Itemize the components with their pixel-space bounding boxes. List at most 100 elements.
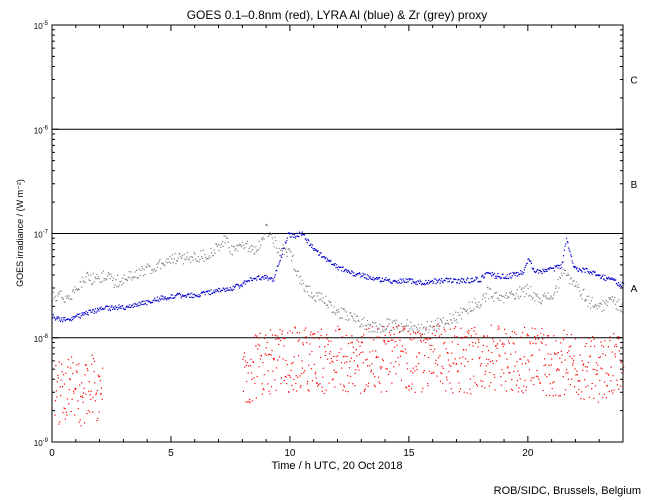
goes-point bbox=[84, 364, 86, 366]
lyra-al-point bbox=[247, 279, 249, 282]
lyra-zr-point bbox=[609, 298, 611, 300]
goes-point bbox=[484, 387, 486, 389]
lyra-al-point bbox=[333, 264, 336, 266]
lyra-zr-point bbox=[295, 270, 297, 272]
goes-point bbox=[519, 358, 521, 360]
goes-point bbox=[620, 385, 622, 387]
lyra-al-point bbox=[254, 278, 256, 280]
lyra-zr-point bbox=[237, 245, 239, 247]
goes-point bbox=[529, 341, 531, 343]
lyra-al-point bbox=[317, 250, 319, 252]
goes-point bbox=[539, 381, 541, 383]
lyra-al-point bbox=[67, 318, 69, 320]
goes-point bbox=[321, 386, 323, 388]
lyra-al-point bbox=[517, 271, 519, 273]
goes-point bbox=[287, 374, 289, 376]
lyra-zr-point bbox=[82, 276, 84, 279]
goes-point bbox=[575, 391, 578, 393]
lyra-zr-point bbox=[540, 303, 542, 305]
goes-point bbox=[266, 341, 268, 343]
goes-point bbox=[335, 356, 337, 358]
lyra-zr-point bbox=[171, 258, 173, 260]
lyra-zr-point bbox=[200, 250, 202, 252]
lyra-zr-point bbox=[221, 243, 223, 245]
lyra-zr-point bbox=[311, 297, 313, 299]
lyra-al-point bbox=[285, 242, 287, 244]
lyra-al-point bbox=[611, 278, 613, 280]
goes-point bbox=[333, 369, 335, 371]
lyra-al-point bbox=[292, 233, 294, 235]
lyra-zr-point bbox=[277, 251, 279, 253]
lyra-al-point bbox=[101, 309, 103, 311]
lyra-al-point bbox=[117, 307, 119, 309]
lyra-al-point bbox=[76, 315, 78, 318]
lyra-al-point bbox=[550, 267, 553, 269]
lyra-al-point bbox=[102, 308, 104, 310]
lyra-zr-point bbox=[512, 293, 514, 295]
goes-point bbox=[320, 328, 322, 330]
lyra-al-point bbox=[264, 277, 266, 279]
lyra-al-point bbox=[393, 280, 396, 282]
goes-point bbox=[340, 362, 342, 364]
goes-point bbox=[262, 388, 264, 390]
goes-point bbox=[612, 375, 614, 377]
goes-point bbox=[276, 367, 278, 369]
lyra-al-point bbox=[511, 275, 513, 277]
lyra-al-point bbox=[521, 271, 523, 273]
goes-point bbox=[365, 359, 367, 361]
lyra-al-point bbox=[179, 294, 181, 296]
lyra-zr-point bbox=[621, 303, 623, 305]
lyra-zr-point bbox=[167, 258, 169, 260]
goes-point bbox=[292, 388, 294, 391]
lyra-al-point bbox=[328, 260, 330, 262]
goes-point bbox=[382, 360, 384, 362]
goes-point bbox=[404, 328, 406, 330]
lyra-al-point bbox=[163, 296, 165, 298]
lyra-zr-point bbox=[565, 274, 567, 276]
goes-point bbox=[523, 356, 525, 358]
lyra-al-point bbox=[530, 262, 533, 264]
goes-point bbox=[57, 377, 59, 379]
lyra-zr-point bbox=[181, 255, 184, 257]
lyra-al-point bbox=[563, 249, 565, 251]
lyra-zr-point bbox=[122, 282, 124, 284]
lyra-zr-point bbox=[198, 261, 200, 263]
goes-point bbox=[71, 356, 73, 358]
lyra-al-point bbox=[441, 278, 443, 280]
goes-point bbox=[91, 363, 93, 365]
goes-point bbox=[584, 379, 586, 381]
lyra-zr-point bbox=[328, 300, 330, 302]
lyra-al-point bbox=[159, 297, 161, 299]
lyra-al-point bbox=[503, 277, 505, 279]
lyra-al-point bbox=[207, 290, 209, 292]
goes-point bbox=[331, 360, 333, 362]
lyra-al-point bbox=[610, 277, 613, 279]
goes-point bbox=[355, 348, 357, 351]
goes-point bbox=[571, 378, 573, 380]
lyra-al-point bbox=[284, 241, 286, 243]
goes-point bbox=[482, 344, 484, 346]
lyra-zr-point bbox=[367, 323, 369, 325]
lyra-al-point bbox=[352, 275, 354, 277]
lyra-zr-point bbox=[54, 295, 56, 297]
lyra-zr-point bbox=[128, 271, 130, 273]
lyra-al-point bbox=[519, 273, 521, 275]
goes-point bbox=[392, 339, 394, 341]
goes-point bbox=[298, 339, 300, 341]
lyra-zr-point bbox=[584, 300, 586, 302]
lyra-zr-point bbox=[532, 297, 534, 299]
lyra-al-point bbox=[544, 268, 546, 270]
lyra-zr-point bbox=[552, 297, 554, 299]
goes-point bbox=[434, 348, 436, 350]
lyra-al-point bbox=[443, 279, 445, 282]
lyra-zr-point bbox=[87, 271, 89, 273]
lyra-al-point bbox=[457, 279, 459, 281]
lyra-zr-point bbox=[464, 309, 466, 311]
lyra-al-point bbox=[418, 281, 420, 283]
lyra-zr-point bbox=[77, 288, 79, 290]
lyra-zr-point bbox=[115, 279, 117, 281]
goes-point bbox=[75, 388, 77, 390]
goes-point bbox=[258, 366, 260, 368]
goes-point bbox=[582, 369, 584, 371]
lyra-zr-point bbox=[261, 239, 263, 241]
